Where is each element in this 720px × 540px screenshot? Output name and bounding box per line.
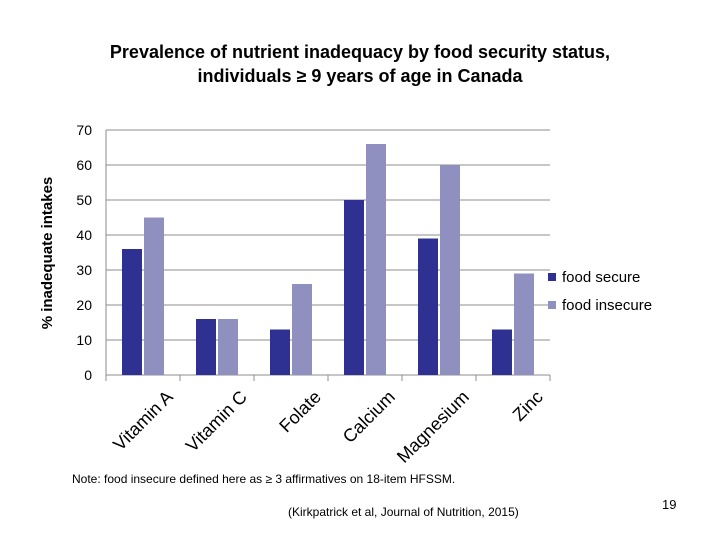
bar-food-insecure-folate: [292, 284, 312, 375]
y-tick-label-30: 30: [76, 262, 92, 278]
bar-food-secure-vitamin-c: [196, 319, 216, 375]
y-tick-label-10: 10: [76, 332, 92, 348]
citation: (Kirkpatrick et al, Journal of Nutrition…: [288, 505, 519, 519]
x-tick-label-vitamin-c: Vitamin C: [182, 387, 251, 456]
x-tick-label-magnesium: Magnesium: [393, 387, 473, 467]
legend-label-food-secure: food secure: [562, 269, 640, 286]
y-axis-label: % inadequate intakes: [39, 177, 56, 330]
y-tick-label-60: 60: [76, 157, 92, 173]
legend-label-food-insecure: food insecure: [562, 297, 652, 314]
bar-food-insecure-magnesium: [440, 165, 460, 375]
bar-food-insecure-vitamin-a: [144, 217, 164, 375]
bar-food-secure-folate: [270, 329, 290, 375]
footnote: Note: food insecure defined here as ≥ 3 …: [72, 472, 456, 486]
y-tick-label-50: 50: [76, 192, 92, 208]
chart-title: Prevalence of nutrient inadequacy by foo…: [40, 40, 680, 88]
bar-food-insecure-calcium: [366, 144, 386, 375]
x-tick-label-folate: Folate: [275, 387, 325, 437]
x-tick-label-vitamin-a: Vitamin A: [109, 387, 177, 455]
legend-swatch-food-secure: [548, 273, 556, 281]
bar-food-secure-calcium: [344, 200, 364, 375]
y-tick-label-0: 0: [84, 367, 92, 383]
bar-food-secure-vitamin-a: [122, 249, 142, 375]
bar-food-insecure-zinc: [514, 273, 534, 375]
x-tick-label-calcium: Calcium: [339, 387, 399, 447]
y-tick-label-70: 70: [76, 122, 92, 138]
page-number: 19: [662, 497, 677, 512]
bar-food-secure-zinc: [492, 329, 512, 375]
x-tick-label-zinc: Zinc: [509, 387, 547, 425]
bar-food-secure-magnesium: [418, 238, 438, 375]
chart-title-line-1: Prevalence of nutrient inadequacy by foo…: [109, 42, 611, 62]
y-tick-label-40: 40: [76, 227, 92, 243]
y-tick-label-20: 20: [76, 297, 92, 313]
legend-swatch-food-insecure: [548, 301, 556, 309]
bar-food-insecure-vitamin-c: [218, 319, 238, 375]
chart-title-line-2: individuals ≥ 9 years of age in Canada: [197, 66, 523, 86]
